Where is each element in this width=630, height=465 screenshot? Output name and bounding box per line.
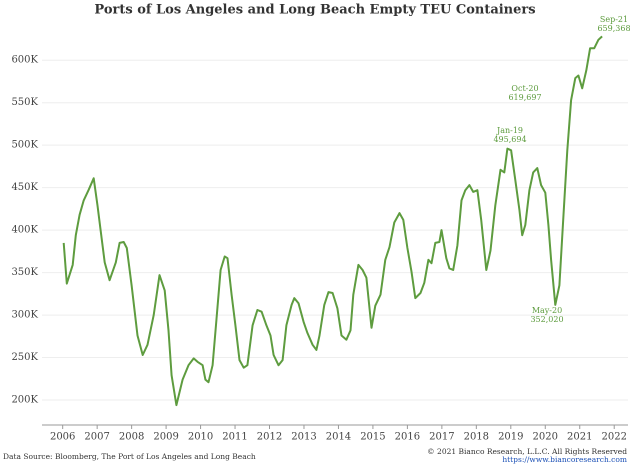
- y-tick-label: 500K: [11, 140, 38, 151]
- y-tick-label: 600K: [11, 55, 38, 66]
- x-tick-label: 2022: [601, 432, 626, 443]
- y-tick-label: 350K: [11, 267, 38, 278]
- x-tick-label: 2018: [464, 432, 489, 443]
- annotation: May-20: [532, 306, 562, 315]
- y-tick-label: 250K: [11, 352, 38, 363]
- y-tick-label: 300K: [11, 310, 38, 321]
- x-tick-label: 2021: [567, 432, 592, 443]
- x-tick-label: 2020: [533, 432, 558, 443]
- x-tick-label: 2009: [153, 432, 178, 443]
- annotation: 352,020: [530, 315, 563, 324]
- copyright: © 2021 Bianco Research, L.L.C. All Right…: [427, 447, 627, 456]
- y-tick-label: 200K: [11, 395, 38, 406]
- y-tick-label: 450K: [11, 182, 38, 193]
- annotation: Oct-20: [511, 84, 538, 93]
- annotation: 659,368: [597, 24, 630, 33]
- chart-title: Ports of Los Angeles and Long Beach Empt…: [94, 3, 535, 18]
- annotation: Jan-19: [496, 126, 523, 135]
- annotation: 495,694: [493, 135, 526, 144]
- x-tick-label: 2019: [498, 432, 523, 443]
- annotation: 619,697: [508, 93, 541, 102]
- x-tick-label: 2011: [222, 432, 247, 443]
- x-tick-label: 2007: [84, 432, 109, 443]
- x-tick-label: 2010: [188, 432, 213, 443]
- y-tick-label: 550K: [11, 97, 38, 108]
- x-tick-label: 2012: [257, 432, 282, 443]
- x-tick-label: 2016: [395, 432, 420, 443]
- website-link[interactable]: https://www.biancoresearch.com: [502, 455, 627, 464]
- data-line: [62, 35, 603, 407]
- x-tick-label: 2017: [429, 432, 454, 443]
- annotation: Sep-21: [600, 15, 628, 24]
- x-tick-label: 2008: [119, 432, 144, 443]
- y-tick-label: 400K: [11, 225, 38, 236]
- x-tick-label: 2006: [50, 432, 75, 443]
- source-note: Data Source: Bloomberg, The Port of Los …: [3, 452, 256, 461]
- x-tick-label: 2014: [326, 432, 351, 443]
- x-tick-label: 2013: [291, 432, 316, 443]
- x-tick-label: 2015: [360, 432, 385, 443]
